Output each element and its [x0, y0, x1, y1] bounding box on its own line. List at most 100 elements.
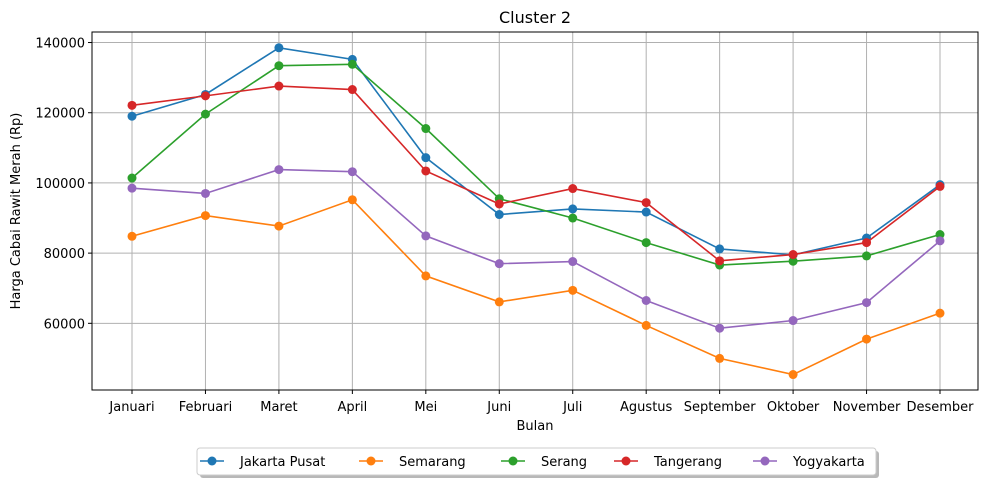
data-point [421, 124, 431, 134]
data-point [935, 181, 945, 191]
data-point [494, 199, 504, 209]
legend-frame [196, 447, 877, 476]
series-line [131, 63, 941, 266]
x-tick-label: November [833, 400, 901, 415]
data-point [641, 207, 651, 217]
legend-label: Serang [541, 455, 587, 470]
x-tick-label: Oktober [767, 400, 820, 415]
legend-entry: Jakarta Pusat [200, 455, 325, 470]
data-point [494, 259, 504, 269]
y-axis-title: Harga Cabai Rawit Merah (Rp) [9, 113, 24, 310]
data-point [274, 43, 284, 53]
x-tick-label: Juli [562, 400, 582, 415]
legend-marker [621, 456, 631, 466]
legend-label: Yogyakarta [792, 455, 865, 470]
data-point [935, 230, 945, 240]
plot-area-frame [91, 31, 979, 391]
data-point [421, 166, 431, 176]
series-line [131, 198, 941, 376]
legend: Jakarta Pusat Semarang Serang Tangerang Yogy… [196, 447, 879, 478]
data-point [347, 85, 357, 95]
legend-marker [508, 456, 518, 466]
data-point [274, 81, 284, 91]
x-tick-label: Februari [179, 400, 233, 415]
x-tick-label: Maret [260, 400, 297, 415]
y-tick-label: 60000 [44, 317, 85, 332]
legend-marker [207, 456, 217, 466]
y-tick-label: 140000 [35, 37, 85, 52]
y-tick-label: 80000 [44, 247, 85, 262]
legend-entry: Semarang [359, 455, 466, 470]
data-point [200, 188, 210, 198]
data-point [347, 59, 357, 69]
data-point [715, 244, 725, 254]
series-line [131, 85, 941, 262]
data-point [568, 204, 578, 214]
data-point [862, 298, 872, 308]
data-point [788, 256, 798, 266]
legend-marker [366, 456, 376, 466]
data-point [935, 236, 945, 246]
series-yogyakarta [127, 165, 945, 333]
legend-label: Jakarta Pusat [239, 455, 325, 470]
data-point [641, 296, 651, 305]
data-point [715, 256, 725, 266]
x-axis: Januari Februari Maret April Mei Juni Juli Agus… [108, 390, 974, 415]
data-point [200, 109, 210, 119]
data-point [494, 297, 504, 307]
data-point [127, 183, 137, 193]
data-point [127, 231, 137, 241]
series-layer [127, 43, 945, 380]
data-point [788, 370, 798, 380]
data-point [715, 323, 725, 333]
legend-marker [760, 456, 770, 466]
legend-label: Semarang [399, 455, 466, 470]
y-tick-label: 100000 [35, 177, 85, 192]
x-tick-label: Mei [414, 400, 437, 415]
series-semarang [127, 195, 945, 380]
data-point [862, 238, 872, 248]
legend-label: Tangerang [653, 455, 722, 470]
y-axis: 60000 80000 100000 120000 140000 [35, 37, 92, 332]
series-tangerang [127, 81, 945, 266]
legend-entry: Yogyakarta [753, 455, 865, 470]
data-point [568, 285, 578, 295]
data-point [347, 195, 357, 205]
data-point [715, 353, 725, 363]
grid [92, 32, 978, 390]
data-point [862, 251, 872, 261]
data-point [347, 167, 357, 177]
data-point [200, 91, 210, 101]
data-point [274, 61, 284, 71]
data-point [421, 271, 431, 281]
data-point [568, 257, 578, 267]
x-tick-label: Januari [108, 400, 154, 415]
data-point [862, 334, 872, 344]
x-tick-label: Agustus [620, 400, 672, 415]
x-tick-label: Desember [906, 400, 974, 415]
data-point [200, 211, 210, 221]
data-point [494, 210, 504, 220]
data-point [421, 231, 431, 241]
data-point [421, 153, 431, 163]
legend-items: Jakarta Pusat Semarang Serang Tangerang Yogy… [200, 455, 865, 470]
data-point [127, 100, 137, 110]
data-point [127, 111, 137, 121]
data-point [788, 316, 798, 326]
data-point [568, 213, 578, 223]
x-tick-label: Juni [486, 400, 511, 415]
data-point [127, 173, 137, 183]
data-point [274, 165, 284, 175]
legend-entry: Serang [501, 455, 587, 470]
data-point [641, 198, 651, 208]
data-point [274, 221, 284, 231]
x-axis-title: Bulan [517, 419, 554, 434]
series-line [131, 168, 941, 330]
data-point [568, 184, 578, 194]
y-tick-label: 120000 [35, 107, 85, 122]
legend-entry: Tangerang [614, 455, 722, 470]
x-tick-label: September [684, 400, 757, 415]
data-point [641, 320, 651, 330]
data-point [935, 308, 945, 318]
